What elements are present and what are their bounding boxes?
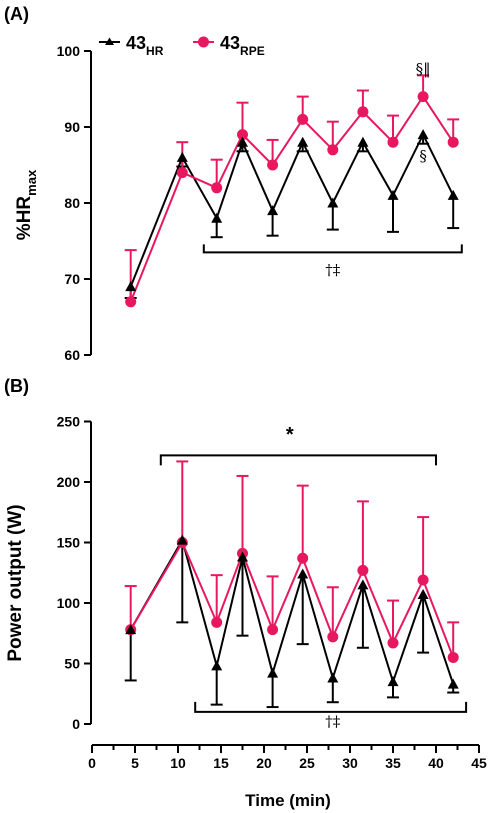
panel-a-legend: 43HR 43RPE (99, 33, 265, 58)
point-rpe (267, 624, 279, 636)
point-hr (387, 676, 399, 687)
point-hr (327, 672, 339, 683)
point-rpe (447, 651, 459, 663)
point-hr (387, 189, 399, 200)
significance-bracket (194, 701, 468, 713)
point-rpe (357, 564, 369, 576)
panel-b-ylabel: Power output (W) (5, 504, 26, 661)
panel-a-y-axis: 60 70 80 90 100 (57, 43, 92, 363)
point-hr (211, 660, 223, 671)
point-hr (267, 205, 279, 216)
x-tick-label: 45 (471, 755, 487, 771)
point-hr (211, 212, 223, 223)
point-hr (125, 281, 137, 292)
y-tick-label: 0 (72, 716, 80, 732)
point-hr (176, 534, 188, 545)
point-rpe (176, 167, 188, 179)
x-tick-label: 20 (256, 755, 272, 771)
point-rpe (327, 144, 339, 156)
y-tick-label: 80 (64, 195, 80, 211)
point-hr (125, 624, 137, 635)
x-tick-label: 0 (88, 755, 96, 771)
y-tick-label: 50 (64, 656, 80, 672)
point-rpe (447, 136, 459, 148)
point-rpe (297, 113, 309, 125)
annotation: § (419, 147, 427, 165)
panel-b-label: (B) (4, 376, 29, 396)
point-hr (297, 568, 309, 579)
annotation: §‖ (416, 60, 431, 78)
x-tick-label: 10 (170, 755, 186, 771)
series-line-43hr (129, 537, 455, 685)
x-tick-label: 35 (385, 755, 401, 771)
annotation: †‡ (325, 712, 341, 730)
point-rpe (417, 574, 429, 586)
panel-a-label: (A) (4, 4, 29, 24)
point-rpe (211, 182, 223, 194)
point-hr (357, 579, 369, 590)
point-rpe (327, 631, 339, 643)
point-hr (417, 129, 429, 140)
point-rpe (125, 296, 137, 308)
panel-b-axes: 0 50 100 150 200 250 0 5 10 15 20 25 30 35 40 45 (57, 414, 487, 772)
significance-bracket (159, 454, 437, 466)
point-hr (447, 678, 459, 689)
x-tick-label: 40 (428, 755, 444, 771)
point-rpe (387, 637, 399, 649)
x-tick-label: 15 (213, 755, 229, 771)
annotation: * (286, 424, 294, 446)
y-tick-label: 100 (57, 43, 81, 59)
point-rpe (237, 129, 248, 141)
point-rpe (387, 136, 399, 148)
legend-hr-label: 43HR (126, 33, 164, 58)
point-hr (297, 136, 309, 147)
point-rpe (211, 616, 223, 628)
y-tick-label: 70 (64, 271, 80, 287)
series-line-43rpe (129, 94, 455, 303)
panel-a-plot: §‖ § †‡ (124, 60, 463, 308)
point-hr (417, 589, 429, 600)
x-tick-label: 5 (131, 755, 139, 771)
x-tick-label: 30 (342, 755, 358, 771)
point-hr (237, 551, 248, 562)
y-tick-label: 250 (57, 414, 81, 430)
panel-b-xlabel: Time (min) (245, 791, 331, 810)
series-line-43hr (129, 132, 455, 287)
y-tick-label: 90 (64, 119, 80, 135)
point-hr (237, 136, 248, 147)
point-hr (267, 667, 279, 678)
series-line-43rpe (129, 540, 455, 658)
point-hr (447, 189, 459, 200)
legend-rpe-marker-icon (198, 36, 209, 48)
panel-b-plot: * †‡ (124, 424, 468, 730)
point-rpe (357, 106, 369, 118)
point-rpe (267, 159, 279, 171)
annotation: †‡ (325, 261, 341, 279)
point-hr (357, 136, 369, 147)
x-tick-label: 25 (299, 755, 315, 771)
y-tick-label: 200 (57, 474, 81, 490)
point-hr (176, 151, 188, 162)
legend-rpe-label: 43RPE (220, 33, 265, 58)
point-rpe (417, 91, 429, 103)
panel-a-ylabel: %HRmax (14, 169, 39, 240)
point-hr (327, 197, 339, 208)
significance-bracket (202, 244, 463, 254)
y-tick-label: 60 (64, 347, 80, 363)
y-tick-label: 100 (57, 595, 81, 611)
point-rpe (297, 552, 309, 564)
y-tick-label: 150 (57, 535, 81, 551)
